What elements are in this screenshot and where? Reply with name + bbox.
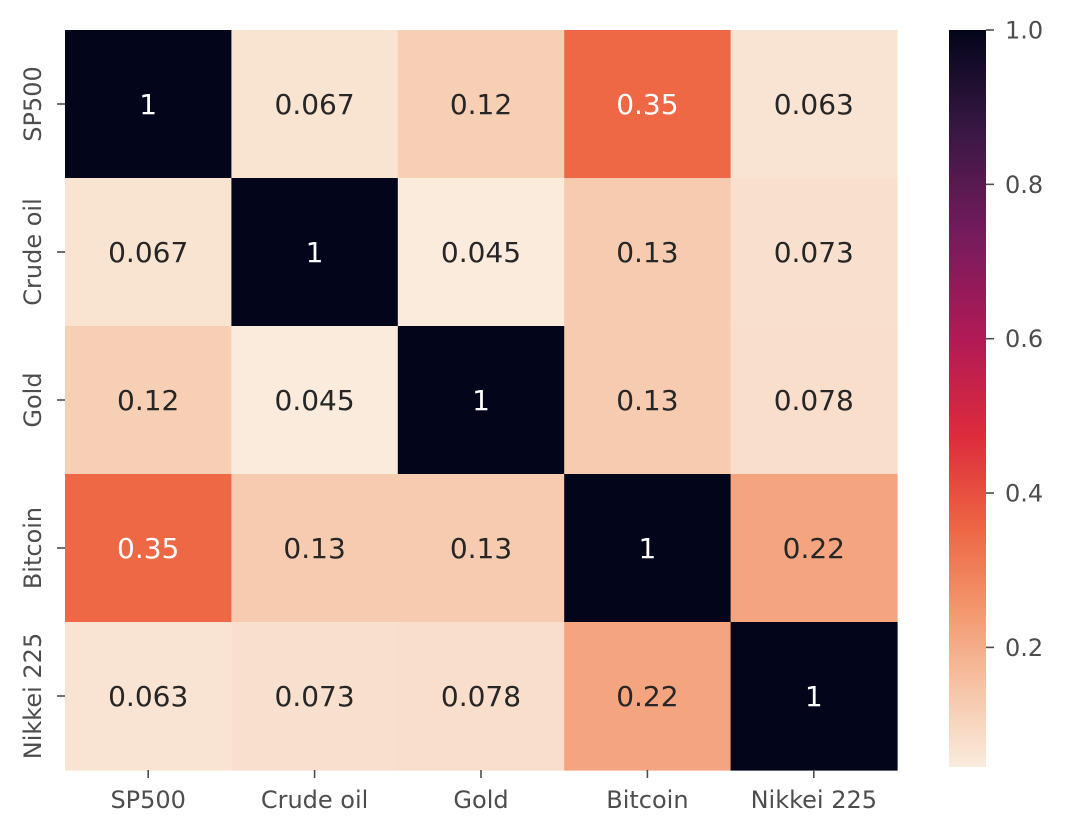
heatmap-cell-nikkei-225-sp500 (65, 622, 232, 771)
cell-value-label: 0.22 (783, 532, 845, 565)
cell-value-label: 0.35 (117, 532, 179, 565)
heatmap-cell-sp500-gold (397, 30, 565, 179)
y-tick-label-sp500: SP500 (19, 66, 47, 142)
x-tick-label-nikkei-225: Nikkei 225 (751, 786, 877, 814)
heatmap-cell-gold-gold (397, 326, 565, 475)
heatmap-cell-crude-oil-sp500 (65, 178, 232, 327)
cell-value-label: 0.13 (450, 532, 512, 565)
heatmap-cell-crude-oil-bitcoin (564, 178, 732, 327)
heatmap-cell-bitcoin-bitcoin (564, 474, 732, 623)
heatmap-cell-nikkei-225-nikkei-225 (730, 622, 898, 771)
y-tick-label-bitcoin: Bitcoin (19, 507, 47, 589)
heatmap-cells: 1 0.067 0.12 0.35 0.063 0.067 1 0.045 0.13 0.073 0… (65, 30, 898, 771)
cell-value-label: 0.13 (616, 236, 678, 269)
x-axis: SP500 Crude oil Gold Bitcoin Nikkei 225 (110, 770, 877, 814)
heatmap-cell-bitcoin-sp500 (65, 474, 232, 623)
heatmap-cell-crude-oil-crude-oil (231, 178, 399, 327)
heatmap-cell-crude-oil-nikkei-225 (730, 178, 898, 327)
cell-value-label: 1 (805, 680, 823, 713)
cell-value-label: 0.045 (441, 236, 521, 269)
cell-value-label: 0.067 (275, 88, 355, 121)
y-tick-label-crude-oil: Crude oil (19, 198, 47, 305)
heatmap-cell-crude-oil-gold (397, 178, 565, 327)
heatmap-cell-nikkei-225-gold (397, 622, 565, 771)
y-tick-label-gold: Gold (19, 372, 47, 427)
cell-value-label: 0.078 (774, 384, 854, 417)
cell-value-label: 0.12 (117, 384, 179, 417)
heatmap-cell-sp500-bitcoin (564, 30, 732, 179)
cell-value-label: 0.045 (275, 384, 355, 417)
cell-value-label: 0.13 (283, 532, 345, 565)
y-axis: SP500 Crude oil Gold Bitcoin Nikkei 225 (19, 66, 65, 759)
cell-value-label: 0.12 (450, 88, 512, 121)
heatmap-cell-bitcoin-nikkei-225 (730, 474, 898, 623)
cell-value-label: 0.067 (108, 236, 188, 269)
colorbar-tick-label: 0.8 (1005, 171, 1043, 199)
heatmap-cell-bitcoin-crude-oil (231, 474, 399, 623)
y-tick-label-nikkei-225: Nikkei 225 (19, 633, 47, 759)
x-tick-label-sp500: SP500 (110, 786, 186, 814)
cell-value-label: 0.073 (275, 680, 355, 713)
heatmap-cell-gold-sp500 (65, 326, 232, 475)
colorbar-tick-label: 0.6 (1005, 325, 1043, 353)
cell-value-label: 0.13 (616, 384, 678, 417)
colorbar-gradient (949, 30, 986, 767)
colorbar-tick-label: 1.0 (1005, 17, 1043, 45)
heatmap-cell-gold-bitcoin (564, 326, 732, 475)
colorbar-tick-label: 0.2 (1005, 634, 1043, 662)
heatmap-cell-sp500-nikkei-225 (730, 30, 898, 179)
heatmap-cell-bitcoin-gold (397, 474, 565, 623)
heatmap-cell-nikkei-225-bitcoin (564, 622, 732, 771)
heatmap-cell-sp500-sp500 (65, 30, 232, 179)
cell-value-label: 1 (139, 88, 157, 121)
cell-value-label: 0.063 (774, 88, 854, 121)
heatmap-cell-gold-crude-oil (231, 326, 399, 475)
cell-value-label: 0.35 (616, 88, 678, 121)
colorbar-tick-label: 0.4 (1005, 480, 1043, 508)
x-tick-label-gold: Gold (453, 786, 508, 814)
cell-value-label: 1 (472, 384, 490, 417)
cell-value-label: 0.078 (441, 680, 521, 713)
cell-value-label: 0.063 (108, 680, 188, 713)
heatmap-cell-sp500-crude-oil (231, 30, 399, 179)
cell-value-label: 1 (306, 236, 324, 269)
heatmap-cell-gold-nikkei-225 (730, 326, 898, 475)
cell-value-label: 1 (638, 532, 656, 565)
x-tick-label-bitcoin: Bitcoin (606, 786, 688, 814)
cell-value-label: 0.22 (616, 680, 678, 713)
cell-value-label: 0.073 (774, 236, 854, 269)
heatmap-cell-nikkei-225-crude-oil (231, 622, 399, 771)
x-tick-label-crude-oil: Crude oil (261, 786, 368, 814)
colorbar: 0.2 0.4 0.6 0.8 1.0 (949, 17, 1043, 767)
